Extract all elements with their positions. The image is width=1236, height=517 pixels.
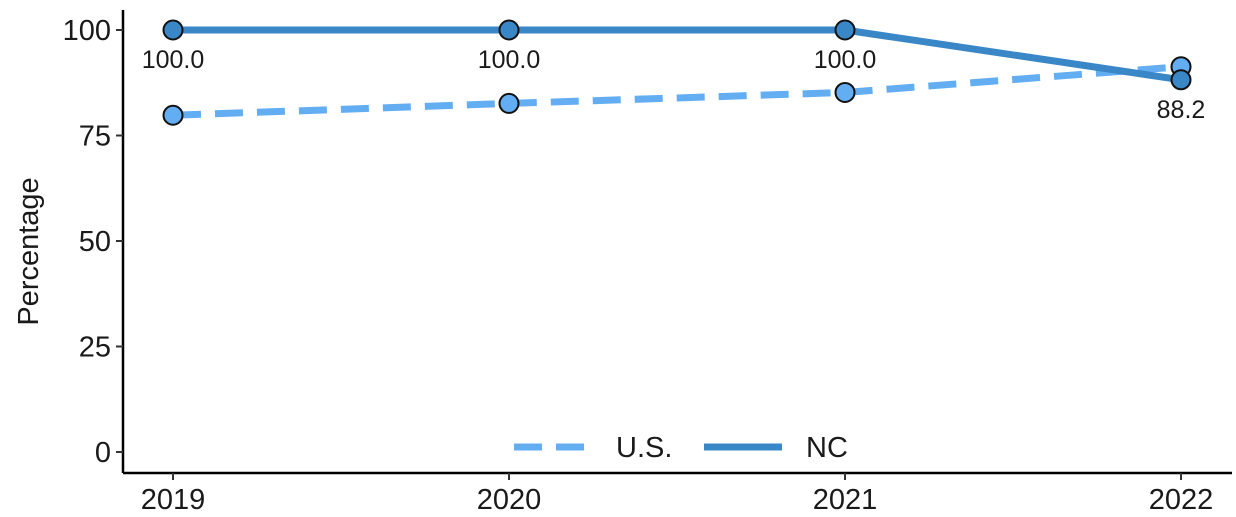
data-label: 100.0 [142, 46, 205, 74]
legend: U.S. NC [514, 432, 848, 464]
y-tick-label: 50 [79, 226, 111, 258]
series-line-us [172, 63, 1182, 119]
x-tick-label: 2020 [477, 484, 542, 516]
legend-label-us: U.S. [616, 432, 672, 464]
y-tick-label: 75 [79, 121, 111, 153]
data-point [834, 19, 856, 41]
y-tick-label: 25 [79, 332, 111, 364]
y-axis-title: Percentage [13, 177, 45, 325]
y-tick-label: 0 [95, 437, 111, 469]
data-point [498, 92, 520, 114]
data-label: 100.0 [814, 46, 877, 74]
data-label: 88.2 [1157, 96, 1206, 124]
series-points [162, 19, 1192, 126]
x-tick-label: 2022 [1149, 484, 1214, 516]
x-tick-label: 2019 [141, 484, 206, 516]
data-labels: 100.0 100.0 100.0 88.2 [142, 46, 1206, 124]
series-line-nc [173, 26, 1182, 84]
legend-label-nc: NC [806, 432, 848, 464]
data-point [834, 81, 856, 103]
data-point [498, 19, 520, 41]
y-tick-label: 100 [63, 15, 111, 47]
data-point [1170, 69, 1192, 91]
data-label: 100.0 [478, 46, 541, 74]
x-tick-label: 2021 [813, 484, 878, 516]
data-point [162, 19, 184, 41]
series-lines [172, 26, 1182, 119]
data-point [162, 104, 184, 126]
axes: 0 25 50 75 100 2019 2020 2021 2022 Percentage [13, 10, 1232, 516]
